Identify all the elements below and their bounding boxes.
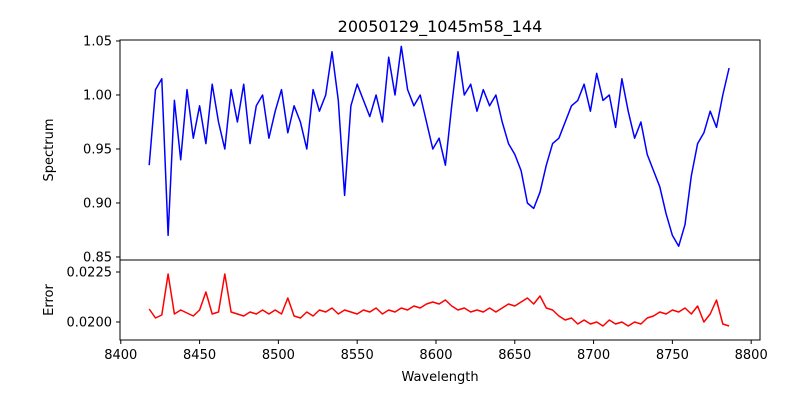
x-tick-label: 8650 (498, 348, 531, 363)
x-tick-label: 8800 (735, 348, 768, 363)
chart-title: 20050129_1045m58_144 (338, 17, 543, 37)
spectrum-y-axis-label: Spectrum (42, 119, 57, 182)
x-tick-label: 8400 (104, 348, 137, 363)
x-axis-label: Wavelength (401, 370, 478, 385)
spectrum-ytick-label: 0.95 (83, 142, 112, 157)
error-ytick-label: 0.0200 (67, 316, 113, 331)
error-axes-frame (119, 259, 761, 341)
x-tick-label: 8500 (262, 348, 295, 363)
spectrum-ytick-label: 0.90 (83, 196, 112, 211)
spectrum-ytick-label: 0.85 (83, 250, 112, 265)
x-tick-label: 8750 (656, 348, 689, 363)
error-panel: 0.0200 0.0225 (67, 259, 761, 341)
x-tick-label: 8600 (419, 348, 452, 363)
x-tick-label: 8700 (577, 348, 610, 363)
spectrum-ytick-label: 1.05 (83, 34, 112, 49)
x-axis: 8400 8450 8500 8550 8600 8650 8700 8750 8800 (104, 340, 768, 363)
spectrum-ytick-label: 1.00 (83, 88, 112, 103)
error-y-axis-label: Error (42, 284, 57, 316)
error-ytick-label: 0.0225 (67, 266, 113, 281)
error-line (148, 273, 730, 327)
x-tick-label: 8550 (341, 348, 374, 363)
spectrum-line (148, 45, 730, 247)
spectrum-panel: 0.85 0.90 0.95 1.00 1.05 (83, 34, 761, 265)
x-tick-label: 8450 (183, 348, 216, 363)
